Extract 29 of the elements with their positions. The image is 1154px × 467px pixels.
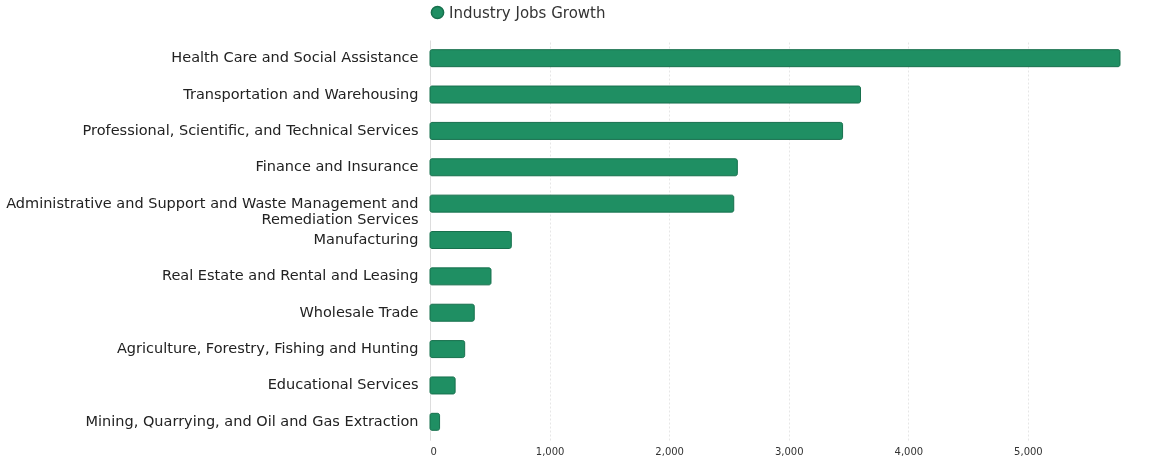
y-tick-label: Administrative and Support and Waste Management and Remediation Services — [6, 194, 419, 227]
bar — [429, 49, 1121, 68]
x-tick-label: 3,000 — [774, 445, 804, 457]
x-tick-label: 5,000 — [1014, 445, 1043, 457]
y-tick-label: Professional, Scientific, and Technical Services — [82, 121, 419, 138]
y-tick-label: Health Care and Social Assistance — [171, 49, 419, 66]
y-tick-label: Real Estate and Rental and Leasing — [162, 267, 419, 284]
bar — [429, 340, 466, 359]
bar — [429, 194, 735, 213]
y-tick-label: Wholesale Trade — [299, 303, 419, 320]
bar — [429, 121, 844, 140]
x-tick-label: 1,000 — [535, 445, 565, 457]
bar — [429, 412, 441, 431]
y-tick-label: Transportation and Warehousing — [182, 85, 419, 102]
bar — [429, 85, 861, 104]
x-tick-label: 4,000 — [894, 445, 924, 457]
y-tick-label: Finance and Insurance — [255, 158, 419, 175]
y-tick-label: Mining, Quarrying, and Oil and Gas Extraction — [85, 412, 419, 429]
bar — [429, 376, 456, 395]
bar — [429, 303, 475, 322]
legend-label: Industry Jobs Growth — [449, 3, 606, 22]
bar — [429, 158, 738, 177]
x-tick-label: 0 — [430, 445, 437, 457]
bar — [429, 267, 492, 286]
bar — [429, 231, 512, 249]
y-tick-label: Manufacturing — [313, 231, 419, 247]
y-tick-label: Educational Services — [267, 376, 419, 393]
x-tick-label: 2,000 — [655, 445, 684, 457]
y-tick-label: Agriculture, Forestry, Fishing and Hunting — [116, 340, 419, 357]
